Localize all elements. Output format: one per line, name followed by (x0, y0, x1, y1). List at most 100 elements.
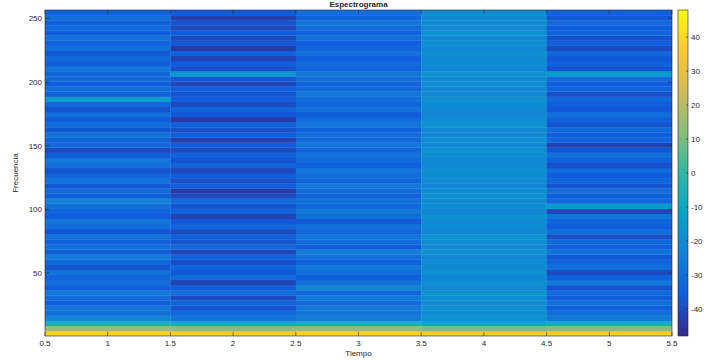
x-tick (358, 332, 359, 336)
x-tick-label: 1 (105, 339, 110, 348)
colorbar-tick-label: -40 (691, 305, 703, 314)
cell (421, 285, 547, 290)
cell (45, 122, 171, 127)
cell (547, 244, 672, 249)
cell (45, 142, 171, 147)
cell (421, 71, 547, 76)
cell (296, 249, 422, 254)
cell (296, 137, 422, 142)
cell (170, 163, 296, 168)
cell (45, 163, 171, 168)
cell (421, 132, 547, 137)
cell (547, 10, 672, 15)
cell (45, 321, 171, 326)
cell (421, 326, 547, 331)
cell (296, 132, 422, 137)
cell (421, 311, 547, 316)
cell (45, 265, 171, 270)
x-tick (233, 332, 234, 336)
cell (421, 46, 547, 51)
cell (547, 290, 672, 295)
cell (547, 188, 672, 193)
cell (45, 153, 171, 158)
cell (296, 265, 422, 270)
cell (170, 51, 296, 56)
x-tick-label: 5.5 (666, 339, 678, 348)
cell (170, 214, 296, 219)
cell (547, 86, 672, 91)
cell (421, 178, 547, 183)
cell (547, 97, 672, 102)
cell (45, 51, 171, 56)
cell (296, 300, 422, 305)
cell (45, 204, 171, 209)
y-tick-label: 250 (29, 14, 43, 23)
cell (296, 178, 422, 183)
x-tick (107, 332, 108, 336)
cell (547, 61, 672, 66)
cell (547, 280, 672, 285)
cell (547, 137, 672, 142)
colorbar-tick (686, 139, 688, 140)
cell (45, 132, 171, 137)
cell (45, 255, 171, 260)
cell (45, 295, 171, 300)
cell (170, 122, 296, 127)
cell (296, 10, 422, 15)
cell (45, 41, 171, 46)
x-tick (45, 10, 46, 14)
cell (45, 178, 171, 183)
cell (45, 188, 171, 193)
cell (296, 183, 422, 188)
y-tick (45, 272, 49, 273)
x-tick-label: 3.5 (416, 339, 428, 348)
cell (170, 178, 296, 183)
cell (296, 102, 422, 107)
cell (421, 249, 547, 254)
colorbar-tick (686, 37, 688, 38)
cell (45, 35, 171, 40)
cell (547, 117, 672, 122)
cell (170, 102, 296, 107)
cell (45, 97, 171, 102)
y-tick (45, 209, 49, 210)
cell (296, 326, 422, 331)
cell (296, 270, 422, 275)
x-tick (546, 332, 547, 336)
cell (45, 86, 171, 91)
colorbar-tick (686, 173, 688, 174)
cell (421, 188, 547, 193)
title: Espectrograma (329, 0, 388, 9)
cell (170, 300, 296, 305)
cell (421, 163, 547, 168)
cell (421, 158, 547, 163)
cell (421, 76, 547, 81)
cell (296, 46, 422, 51)
cell (45, 15, 171, 20)
cell (421, 92, 547, 97)
cell (296, 122, 422, 127)
cell (45, 234, 171, 239)
cell (45, 280, 171, 285)
cell (421, 102, 547, 107)
cell (45, 229, 171, 234)
cell (421, 260, 547, 265)
cell (296, 260, 422, 265)
cell (170, 127, 296, 132)
cell (421, 229, 547, 234)
cell (547, 142, 672, 147)
y-tick (668, 18, 672, 19)
cell (170, 321, 296, 326)
cell (45, 158, 171, 163)
cell (547, 20, 672, 25)
cell (170, 25, 296, 30)
cell (547, 76, 672, 81)
cell (296, 198, 422, 203)
cell (421, 51, 547, 56)
cell (170, 10, 296, 15)
cell (421, 321, 547, 326)
x-tick (672, 332, 673, 336)
cell (170, 219, 296, 224)
x-tick (672, 10, 673, 14)
cell (547, 305, 672, 310)
